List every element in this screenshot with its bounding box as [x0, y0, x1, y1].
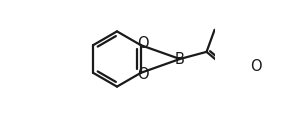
Text: O: O	[137, 36, 149, 51]
Text: O: O	[250, 59, 262, 74]
Text: O: O	[137, 67, 149, 82]
Text: B: B	[175, 51, 185, 67]
